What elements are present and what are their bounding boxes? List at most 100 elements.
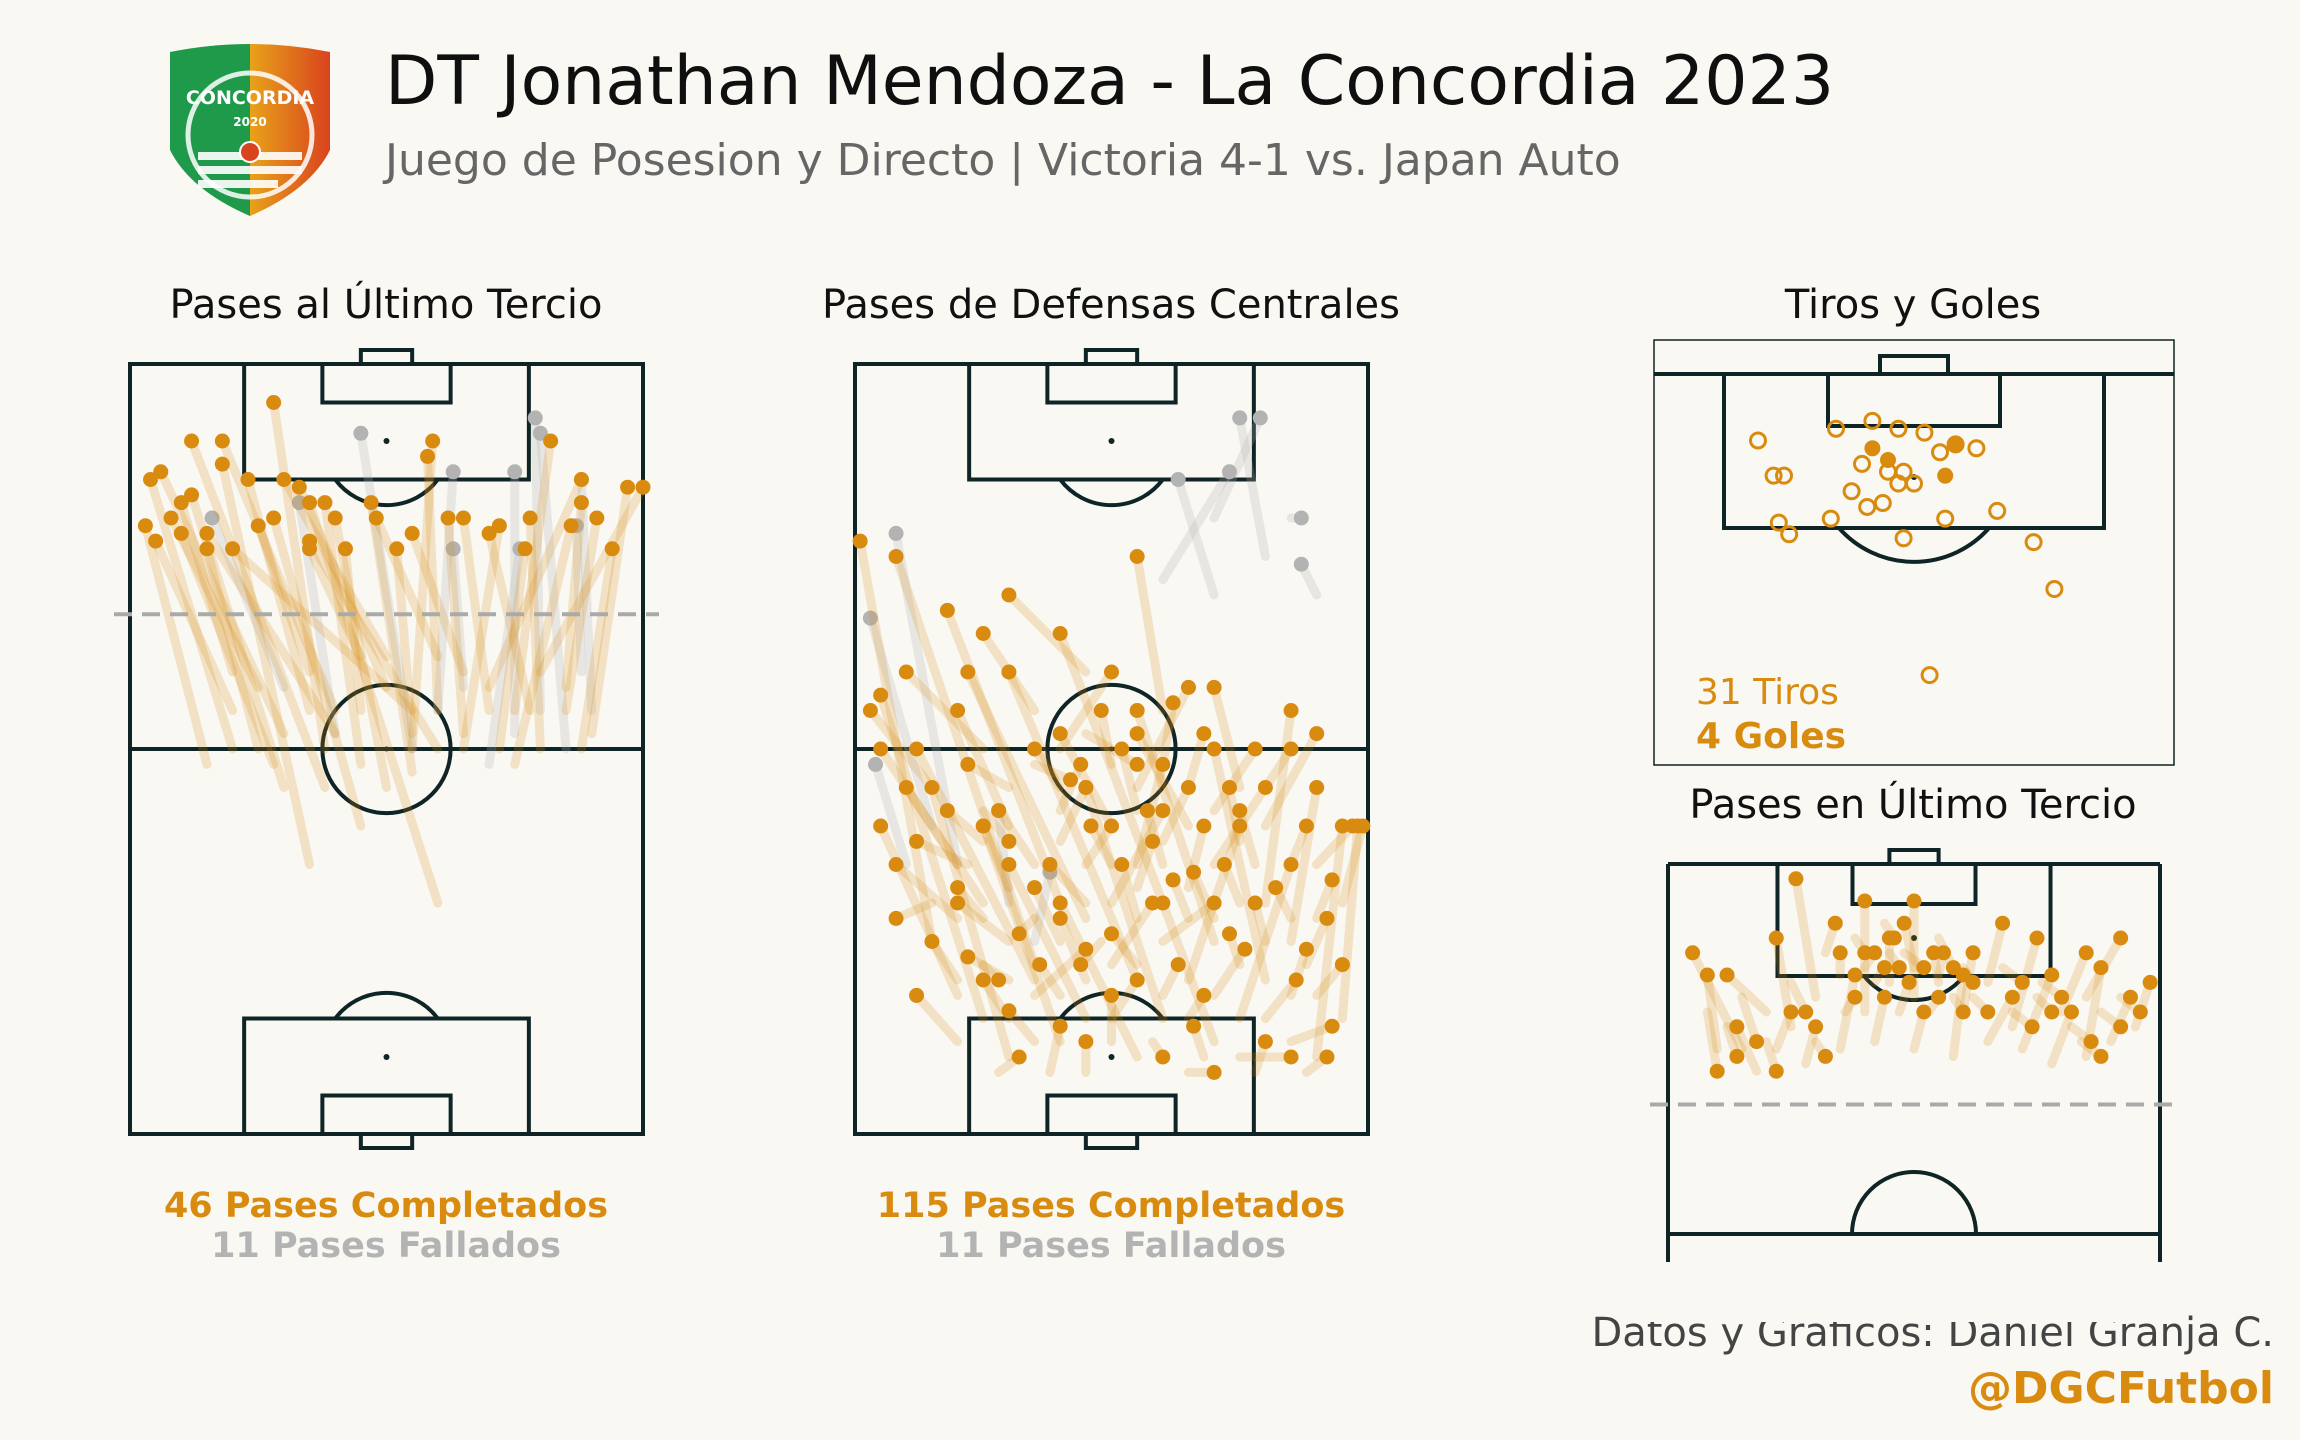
completed-pass-line (1870, 992, 1889, 1047)
completed-pass-end-point (1001, 587, 1017, 603)
completed-pass-line (1702, 970, 1722, 1054)
completed-pass-line (1983, 918, 2008, 987)
completed-pass-end-point (1180, 679, 1196, 695)
completed-pass-end-point (517, 541, 533, 557)
completed-pass-end-point (455, 510, 471, 526)
completed-pass-end-point (975, 626, 991, 641)
completed-pass-end-point (1324, 872, 1340, 888)
completed-pass-end-point (862, 703, 878, 718)
completed-pass-line (228, 544, 417, 715)
completed-pass-line (994, 806, 1040, 869)
failed-pass-end-point (1293, 510, 1309, 526)
shot-point (1915, 423, 1934, 442)
completed-pass-end-point (2054, 989, 2070, 1005)
completed-pass-line (269, 398, 330, 754)
completed-pass-end-point (1268, 880, 1284, 896)
completed-pass-end-point (1319, 1049, 1335, 1065)
shot-point (1936, 509, 1955, 528)
completed-pass-end-point (1916, 960, 1932, 976)
completed-pass-end-point (563, 518, 579, 534)
completed-pass-end-point (1247, 741, 1263, 757)
completed-pass-end-point (2004, 989, 2020, 1005)
penalty-spot-top (1108, 438, 1115, 444)
completed-pass-end-point (1768, 1063, 1784, 1079)
penalty-box (1722, 372, 2106, 530)
completed-pass-line (2047, 1007, 2076, 1069)
failed-pass-line (994, 806, 1014, 908)
completed-pass-end-point (143, 472, 159, 487)
completed-pass-end-point (337, 541, 353, 557)
completed-pass-end-point (1129, 972, 1145, 988)
completed-pass-end-point (873, 687, 889, 703)
failed-pass-end-point (1221, 464, 1237, 480)
completed-pass-line (253, 521, 315, 677)
completed-pass-end-point (1817, 1048, 1833, 1064)
completed-pass-end-point (1196, 726, 1212, 742)
completed-pass-line (1055, 729, 1116, 831)
shot-point (2045, 580, 2064, 599)
concordia-crest-icon: CONCORDIA 2020 (170, 44, 330, 216)
club-logo: CONCORDIA 2020 (160, 40, 340, 220)
completed-pass-end-point (1798, 1004, 1814, 1020)
completed-pass-end-point (2044, 967, 2060, 983)
completed-pass-line (1337, 821, 1363, 1023)
completed-pass-end-point (1196, 987, 1212, 1003)
goal (1878, 354, 1950, 376)
completed-pass-line (1737, 992, 1762, 1047)
completed-pass-line (156, 467, 289, 739)
completed-pass-end-point (1114, 857, 1130, 872)
completed-pass-end-point (1876, 989, 1892, 1005)
shot-point (2024, 533, 2043, 552)
completed-pass-end-point (1206, 679, 1222, 695)
completed-pass-end-point (1955, 1004, 1971, 1020)
completed-pass-end-point (1876, 960, 1892, 976)
completed-pass-end-point (2132, 1004, 2148, 1020)
completed-pass-line (443, 513, 468, 739)
shot-point (1769, 513, 1788, 532)
completed-pass-end-point (2044, 1004, 2060, 1020)
completed-pass-line (576, 544, 617, 754)
completed-pass-end-point (888, 549, 904, 564)
completed-pass-end-point (975, 818, 991, 834)
completed-pass-end-point (1783, 1004, 1799, 1020)
completed-pass-line (1055, 898, 1142, 1062)
page-title: DT Jonathan Mendoza - La Concordia 2023 (385, 42, 1835, 121)
completed-pass-line (279, 475, 391, 662)
completed-pass-line (1791, 874, 1821, 1002)
completed-pass-line (927, 783, 1014, 1062)
completed-pass-end-point (1062, 772, 1078, 788)
completed-pass-line (1045, 860, 1091, 908)
panel-title-in-final-third: Pases en Último Tercio (1689, 782, 2137, 828)
completed-pass-end-point (1980, 1004, 1996, 1020)
shot-point (1967, 439, 1986, 458)
completed-pass-end-point (491, 518, 507, 534)
completed-pass-end-point (425, 433, 441, 449)
completed-pass-end-point (1155, 895, 1171, 911)
completed-pass-line (1132, 729, 1193, 831)
six-yard-box-top (320, 362, 453, 405)
penalty-box-bottom (242, 1016, 531, 1136)
completed-pass-end-point (2142, 974, 2158, 990)
shot-point (1764, 466, 1783, 485)
penalty-arc (1862, 974, 1966, 1003)
completed-pass-end-point (909, 987, 925, 1003)
shot-point (1780, 525, 1799, 544)
pitch-shots-goals (1653, 339, 2175, 766)
completed-pass-line (1158, 783, 1193, 846)
completed-pass-line (1107, 806, 1168, 908)
completed-pass-end-point (1901, 974, 1917, 990)
completed-pass-end-point (991, 972, 1007, 988)
completed-pass-line (942, 806, 988, 846)
completed-pass-line (1117, 860, 1142, 923)
shot-point (1920, 666, 1939, 685)
social-handle: @DGCFutbol (1968, 1363, 2274, 1414)
completed-pass-end-point (1283, 857, 1299, 872)
completed-pass-line (1732, 1022, 1762, 1076)
completed-pass-end-point (389, 541, 405, 557)
shot-point (1863, 411, 1882, 430)
completed-pass-end-point (1221, 926, 1237, 942)
completed-pass-end-point (2078, 945, 2094, 961)
failed-pass-line (865, 613, 937, 831)
shot-point (1749, 431, 1767, 450)
